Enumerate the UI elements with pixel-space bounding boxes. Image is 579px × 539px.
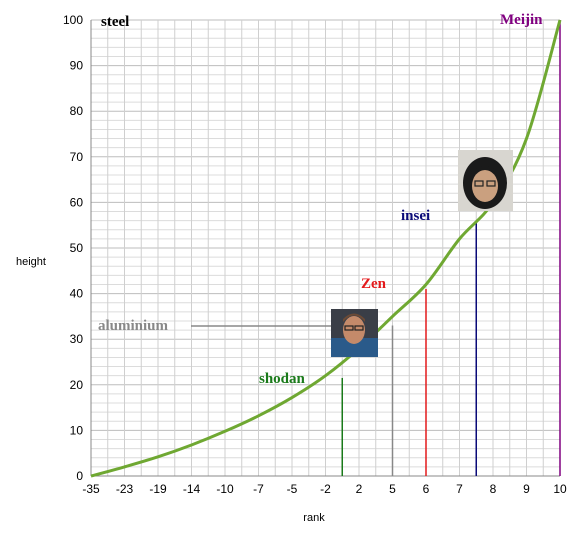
x-axis-title: rank (303, 512, 325, 524)
y-tick-label: 100 (63, 13, 83, 27)
marker-zen: Zen (361, 276, 427, 476)
marker-aluminium: aluminium (98, 318, 394, 476)
y-tick-label: 30 (70, 332, 84, 346)
x-tick-label: -5 (287, 482, 298, 496)
x-tick-label: -23 (116, 482, 134, 496)
x-tick-label: -19 (149, 482, 167, 496)
y-axis-ticks: 0 10 20 30 40 50 60 70 80 90 100 (63, 13, 83, 483)
x-tick-label: 6 (423, 482, 430, 496)
y-axis-title: height (16, 256, 46, 268)
y-tick-label: 0 (76, 469, 83, 483)
marker-shodan: shodan (259, 371, 343, 476)
x-tick-label: -35 (82, 482, 100, 496)
marker-label: steel (101, 14, 129, 30)
x-tick-label: -10 (216, 482, 234, 496)
marker-label: aluminium (98, 318, 169, 334)
markers: steel aluminium shodan Zen insei Meijin (98, 12, 561, 476)
man-photo (331, 309, 378, 357)
x-tick-label: 10 (553, 482, 567, 496)
y-tick-label: 90 (70, 59, 84, 73)
marker-insei: insei (401, 208, 477, 476)
y-tick-label: 50 (70, 241, 84, 255)
y-tick-label: 40 (70, 287, 84, 301)
marker-label: insei (401, 208, 430, 224)
marker-label: shodan (259, 371, 306, 387)
y-tick-label: 10 (70, 423, 84, 437)
y-tick-label: 80 (70, 104, 84, 118)
x-tick-label: -14 (183, 482, 201, 496)
marker-label: Meijin (500, 12, 543, 28)
y-tick-label: 70 (70, 150, 84, 164)
grid (90, 19, 561, 477)
x-tick-label: 8 (490, 482, 497, 496)
marker-steel: steel (101, 14, 129, 30)
x-tick-label: -7 (253, 482, 264, 496)
x-tick-label: -2 (320, 482, 331, 496)
x-tick-label: 9 (523, 482, 530, 496)
y-tick-label: 20 (70, 378, 84, 392)
marker-label: Zen (361, 276, 387, 292)
x-tick-label: 7 (456, 482, 463, 496)
marker-meijin: Meijin (500, 12, 561, 476)
x-tick-label: 5 (389, 482, 396, 496)
y-tick-label: 60 (70, 195, 84, 209)
x-axis-ticks: -35 -23 -19 -14 -10 -7 -5 -2 2 5 6 7 8 9 10 (82, 482, 567, 496)
x-tick-label: 2 (356, 482, 363, 496)
woman-photo (458, 150, 513, 211)
